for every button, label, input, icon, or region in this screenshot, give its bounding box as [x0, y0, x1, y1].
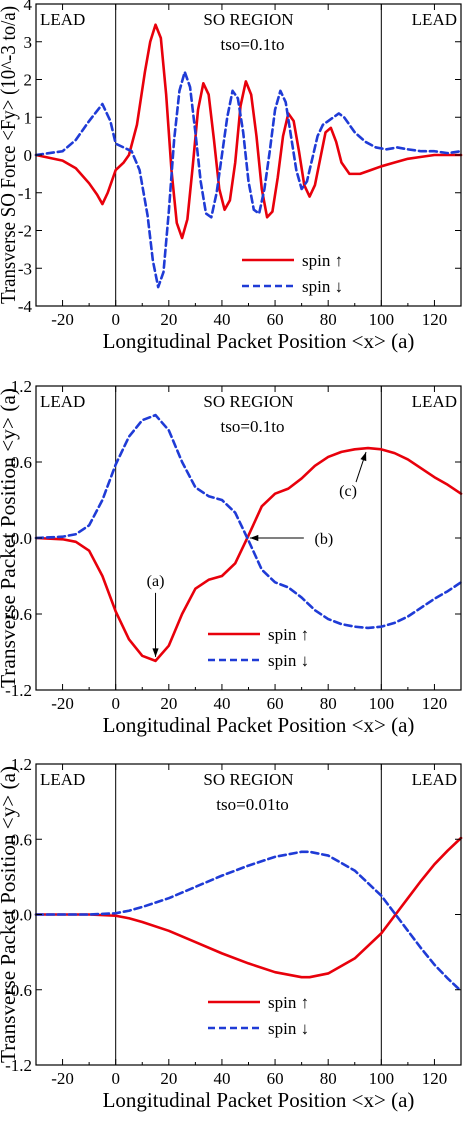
y-tick-label: 0: [24, 146, 33, 165]
y-tick-label: 0.6: [11, 453, 32, 472]
y-axis-title: Transverse SO Force <Fy> (10^-3 to/a): [0, 6, 20, 304]
x-tick-label: 40: [213, 1069, 230, 1088]
y-tick-label: -3: [18, 259, 32, 278]
region-label-so-region: SO REGION: [203, 392, 293, 411]
x-tick-label: -20: [51, 310, 74, 329]
tso-label: tso=0.1to: [221, 35, 285, 54]
annotation-label: (a): [147, 573, 165, 590]
x-tick-label: 40: [213, 310, 230, 329]
x-tick-label: 120: [422, 310, 448, 329]
x-tick-label: 0: [111, 1069, 120, 1088]
region-label-right-lead: LEAD: [412, 392, 457, 411]
y-axis-title: Transverse Packet Position <y> (a): [0, 766, 20, 1063]
x-tick-label: 60: [267, 694, 284, 713]
x-tick-label: 20: [160, 310, 177, 329]
y-tick-label: 0.6: [11, 830, 32, 849]
x-tick-label: 40: [213, 694, 230, 713]
y-tick-label: -1.2: [5, 681, 32, 700]
x-tick-label: 60: [267, 1069, 284, 1088]
chart-panel-1: -20 0 20 40 60 80 100 120 -4 -3 -2 -1 0 1 2 3 4 Longitudi…: [0, 0, 463, 353]
x-tick-label: 100: [369, 694, 395, 713]
legend-label-spin-down: spin ↓: [268, 651, 309, 670]
y-tick-label: 1: [24, 108, 33, 127]
x-tick-label: 80: [320, 310, 337, 329]
y-tick-label: 1.2: [11, 755, 32, 774]
x-tick-label: 120: [422, 1069, 448, 1088]
x-tick-label: 0: [111, 310, 120, 329]
x-tick-label: 80: [320, 694, 337, 713]
region-label-so-region: SO REGION: [203, 770, 293, 789]
annotation-arrowhead: [152, 648, 159, 657]
y-tick-label: -4: [18, 297, 33, 316]
spin-up-series-line: [34, 23, 463, 240]
spin-up-series-line: [34, 446, 463, 663]
region-label-left-lead: LEAD: [40, 770, 85, 789]
chart-panel-2: -20 0 20 40 60 80 100 120 -1.2 -0.6 0.0 0.6 1.2 Longi…: [0, 377, 463, 737]
x-tick-label: 20: [160, 1069, 177, 1088]
annotation-arrowhead: [360, 452, 367, 462]
x-tick-label: 100: [369, 1069, 395, 1088]
legend-label-spin-down: spin ↓: [302, 277, 343, 296]
region-label-right-lead: LEAD: [412, 770, 457, 789]
annotation-label: (b): [315, 531, 334, 548]
x-tick-label: 80: [320, 1069, 337, 1088]
annotation-arrowhead: [249, 534, 259, 542]
chart-panel-3: -20 0 20 40 60 80 100 120 -1.2 -0.6 0.0 0.6 1.2 Longi…: [0, 755, 463, 1112]
annotation-label: (c): [339, 483, 357, 500]
y-axis-title: Transverse Packet Position <y> (a): [0, 388, 20, 688]
y-tick-label: 4: [24, 0, 33, 14]
spin-up-series-line: [34, 836, 463, 979]
y-tick-label: -1: [18, 184, 32, 203]
region-label-so-region: SO REGION: [203, 10, 293, 29]
x-tick-label: -20: [51, 1069, 74, 1088]
region-label-left-lead: LEAD: [40, 10, 85, 29]
legend-label-spin-up: spin ↑: [302, 251, 343, 270]
x-tick-label: 120: [422, 694, 448, 713]
x-tick-label: 0: [111, 694, 120, 713]
legend-label-spin-up: spin ↑: [268, 625, 309, 644]
y-tick-label: -1.2: [5, 1056, 32, 1075]
y-tick-label: -2: [18, 222, 32, 241]
spin-down-series-line: [34, 850, 463, 993]
region-label-right-lead: LEAD: [412, 10, 457, 29]
x-tick-label: -20: [51, 694, 74, 713]
x-axis-title: Longitudinal Packet Position <x> (a): [103, 713, 415, 737]
tso-label: tso=0.01to: [216, 795, 288, 814]
tso-label: tso=0.1to: [221, 417, 285, 436]
spin-down-series-line: [34, 70, 463, 289]
x-axis-title: Longitudinal Packet Position <x> (a): [103, 1088, 415, 1112]
spin-down-series-line: [34, 413, 463, 630]
y-tick-label: 0.0: [11, 906, 32, 925]
y-tick-label: 0.0: [11, 529, 32, 548]
region-label-left-lead: LEAD: [40, 392, 85, 411]
legend-label-spin-down: spin ↓: [268, 1019, 309, 1038]
y-tick-label: 2: [24, 71, 33, 90]
y-tick-label: -0.6: [5, 605, 32, 624]
x-tick-label: 60: [267, 310, 284, 329]
x-tick-label: 20: [160, 694, 177, 713]
y-tick-label: 1.2: [11, 377, 32, 396]
x-tick-label: 100: [369, 310, 395, 329]
x-axis-title: Longitudinal Packet Position <x> (a): [103, 329, 415, 353]
legend-label-spin-up: spin ↑: [268, 993, 309, 1012]
y-tick-label: -0.6: [5, 981, 32, 1000]
y-tick-label: 3: [24, 33, 33, 52]
